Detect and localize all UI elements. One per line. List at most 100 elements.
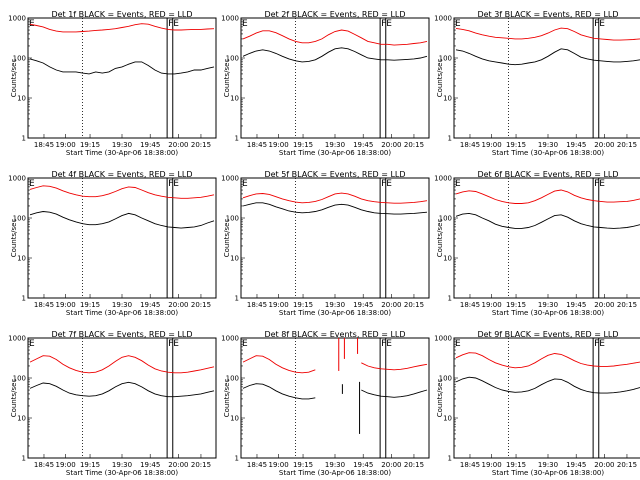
- x-tick-label: 19:15: [80, 461, 100, 469]
- x-tick-label: 18:45: [460, 301, 480, 309]
- series-line-lld: [455, 27, 640, 41]
- y-axis-label: Counts/sec: [10, 219, 18, 258]
- x-tick-label: 20:15: [404, 461, 424, 469]
- marker-fe-label: FE: [381, 19, 392, 29]
- x-tick-label: 19:15: [506, 301, 526, 309]
- y-tick-label: 1: [448, 135, 452, 143]
- y-tick-label: 1000: [8, 335, 26, 343]
- y-axis-label: Counts/sec: [223, 219, 231, 258]
- y-tick-label: 1000: [434, 175, 452, 183]
- marker-e-label: E: [455, 19, 461, 29]
- y-tick-label: 1000: [434, 335, 452, 343]
- x-tick-label: 19:30: [325, 461, 345, 469]
- panel-title: Det 7f BLACK = Events, RED = LLD: [51, 330, 192, 339]
- plot-frame: [240, 17, 430, 139]
- x-tick-label: 19:30: [112, 301, 132, 309]
- marker-e-label: E: [29, 19, 35, 29]
- y-tick-label: 100: [226, 375, 239, 383]
- marker-e-label: E: [455, 179, 461, 189]
- x-tick-label: 20:15: [191, 141, 211, 149]
- plot-frame: [453, 17, 640, 139]
- y-tick-label: 100: [439, 55, 452, 63]
- y-tick-label: 10: [230, 415, 239, 423]
- y-tick-label: 1000: [221, 175, 239, 183]
- x-axis-label: Start Time (30-Apr-06 18:38:00): [492, 309, 604, 317]
- x-tick-label: 20:15: [617, 141, 637, 149]
- x-tick-label: 19:30: [112, 461, 132, 469]
- series-line-events: [455, 48, 640, 66]
- x-tick-label: 20:00: [168, 461, 188, 469]
- x-tick-label: 19:45: [353, 461, 373, 469]
- x-tick-label: 19:45: [566, 141, 586, 149]
- x-tick-label: 20:15: [404, 141, 424, 149]
- y-tick-label: 1000: [434, 15, 452, 23]
- x-tick-label: 19:45: [140, 301, 160, 309]
- series-line-lld: [455, 352, 640, 369]
- x-axis-label: Start Time (30-Apr-06 18:38:00): [279, 469, 391, 477]
- marker-fe-label: FE: [594, 19, 605, 29]
- detector-panel-4: Det 4f BLACK = Events, RED = LLD 1 10 100 10…: [8, 170, 217, 317]
- y-tick-label: 100: [226, 215, 239, 223]
- series-line-events: [29, 381, 215, 398]
- x-tick-label: 20:00: [594, 461, 614, 469]
- x-tick-label: 19:00: [56, 461, 76, 469]
- x-tick-label: 19:15: [293, 461, 313, 469]
- marker-fe-label: FE: [594, 179, 605, 189]
- marker-fe-label: FE: [168, 339, 179, 349]
- x-tick-label: 20:00: [168, 301, 188, 309]
- x-tick-label: 19:15: [80, 141, 100, 149]
- x-tick-label: 20:15: [617, 461, 637, 469]
- x-tick-label: 18:45: [247, 301, 267, 309]
- x-tick-label: 18:45: [34, 301, 54, 309]
- x-tick-label: 19:45: [353, 301, 373, 309]
- x-tick-label: 19:45: [353, 141, 373, 149]
- x-axis-label: Start Time (30-Apr-06 18:38:00): [66, 469, 178, 477]
- series-line-events: [242, 383, 428, 400]
- marker-e-label: E: [242, 339, 248, 349]
- x-tick-label: 19:45: [140, 461, 160, 469]
- x-axis-label: Start Time (30-Apr-06 18:38:00): [492, 469, 604, 477]
- panel-title: Det 4f BLACK = Events, RED = LLD: [51, 170, 192, 179]
- series-line-events: [455, 376, 640, 394]
- series-line-lld: [242, 29, 428, 46]
- y-tick-label: 10: [230, 95, 239, 103]
- x-tick-label: 19:00: [269, 301, 289, 309]
- x-tick-label: 19:30: [325, 141, 345, 149]
- y-tick-label: 1: [448, 455, 452, 463]
- x-tick-label: 19:30: [325, 301, 345, 309]
- marker-fe-label: FE: [594, 339, 605, 349]
- x-tick-label: 18:45: [34, 461, 54, 469]
- y-tick-label: 10: [443, 95, 452, 103]
- x-tick-label: 19:00: [269, 461, 289, 469]
- x-tick-label: 19:15: [293, 141, 313, 149]
- x-tick-label: 19:15: [293, 301, 313, 309]
- x-tick-label: 19:30: [538, 141, 558, 149]
- detector-panel-6: Det 6f BLACK = Events, RED = LLD 1 10 100 10…: [434, 170, 640, 317]
- x-tick-label: 19:30: [112, 141, 132, 149]
- y-tick-label: 100: [439, 215, 452, 223]
- y-tick-label: 10: [230, 255, 239, 263]
- x-axis-label: Start Time (30-Apr-06 18:38:00): [492, 149, 604, 157]
- series-line-lld: [242, 355, 428, 374]
- plot-frame: [240, 177, 430, 299]
- x-tick-label: 18:45: [460, 141, 480, 149]
- panel-title: Det 9f BLACK = Events, RED = LLD: [477, 330, 618, 339]
- y-tick-label: 1: [22, 295, 26, 303]
- y-tick-label: 10: [17, 95, 26, 103]
- y-tick-label: 1: [448, 295, 452, 303]
- detector-panel-9: Det 9f BLACK = Events, RED = LLD 1 10 100 10…: [434, 330, 640, 477]
- x-tick-label: 20:15: [191, 461, 211, 469]
- marker-e-label: E: [242, 19, 248, 29]
- panel-title: Det 6f BLACK = Events, RED = LLD: [477, 170, 618, 179]
- x-tick-label: 20:00: [381, 301, 401, 309]
- y-tick-label: 1000: [221, 335, 239, 343]
- x-tick-label: 19:00: [269, 141, 289, 149]
- x-axis-label: Start Time (30-Apr-06 18:38:00): [66, 149, 178, 157]
- marker-e-label: E: [29, 339, 35, 349]
- y-tick-label: 1000: [221, 15, 239, 23]
- marker-e-label: E: [29, 179, 35, 189]
- y-tick-label: 1: [22, 135, 26, 143]
- x-tick-label: 19:45: [566, 301, 586, 309]
- y-tick-label: 10: [443, 415, 452, 423]
